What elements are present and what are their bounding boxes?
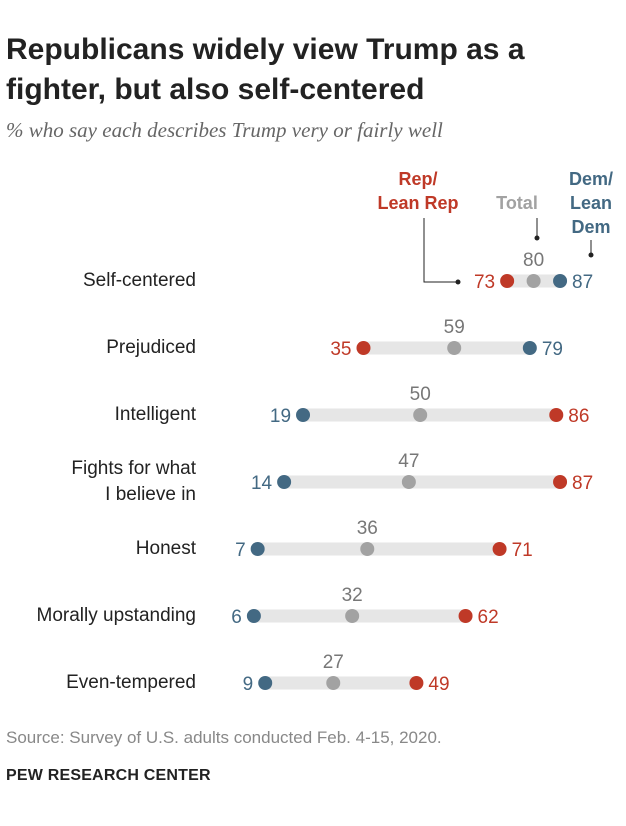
row-label: Intelligent [114,404,196,425]
dem-value-label: 79 [542,339,563,360]
dem-value-label: 7 [235,540,246,561]
total-dot [401,475,416,489]
source-note: Source: Survey of U.S. adults conducted … [6,728,442,747]
rep-dot [500,274,515,288]
chart-row: 32 62 6 [231,585,498,628]
row-label: Even-tempered [66,672,196,693]
rep-dot [409,676,424,690]
dem-dot [250,542,265,556]
dem-value-label: 14 [251,473,273,494]
legend-rep-leader [423,218,456,283]
dem-dot [277,475,292,489]
dem-dot [553,274,568,288]
dem-dot [296,408,311,422]
chart-row: 47 87 14 [251,451,593,494]
chart-row: 80 73 87 [474,250,593,293]
rep-value-label: 87 [572,473,593,494]
legend-dem-line2: Lean [570,193,612,213]
chart-row: 27 49 9 [243,652,450,695]
dem-dot [246,609,261,623]
legend-total: Total [496,193,538,213]
dem-dot [258,676,273,690]
dem-value-label: 87 [572,272,593,293]
legend-dem-line3: Dem [571,217,610,237]
total-value-label: 47 [398,451,419,472]
row-label: Prejudiced [106,337,196,358]
rep-value-label: 73 [474,272,495,293]
total-value-label: 80 [523,250,544,271]
row-label: Self-centered [82,270,196,291]
legend-rep-line1: Rep/ [398,169,437,189]
row-label: Fights for what I believe in [71,458,196,505]
legend-rep-line2: Lean Rep [377,193,458,213]
total-dot [360,542,375,556]
rep-dot [549,408,564,422]
total-value-label: 59 [444,317,465,338]
brand-logo-text: PEW RESEARCH CENTER [6,767,211,784]
total-dot [345,609,360,623]
chart-rows: 80 73 87 59 35 79 50 86 19 47 87 14 36 71 7 32 62 6 27 49 9 [231,250,593,695]
rep-dot [458,609,473,623]
rep-value-label: 71 [512,540,533,561]
total-value-label: 50 [410,384,431,405]
legend: Rep/ Lean Rep Total Dem/ Lean Dem [377,169,613,285]
dem-value-label: 6 [231,607,242,628]
legend-rep-leader-dot [455,279,461,285]
chart-title: Republicans widely view Trump as a fight… [6,33,525,106]
chart-row: 50 86 19 [270,384,590,427]
total-value-label: 27 [323,652,344,673]
total-dot [413,408,428,422]
chart-row: 36 71 7 [235,518,533,561]
rep-value-label: 35 [330,339,351,360]
rep-value-label: 49 [428,674,449,695]
total-value-label: 32 [342,585,363,606]
chart-row: 59 35 79 [330,317,563,360]
row-label: Morally upstanding [36,605,196,626]
dem-value-label: 19 [270,406,291,427]
dem-value-label: 9 [243,674,254,695]
legend-total-leader-dot [534,235,540,241]
legend-dem-leader-dot [588,252,594,258]
dot-range-chart: Rep/ Lean Rep Total Dem/ Lean Dem 80 73 87… [231,169,613,695]
rep-dot [553,475,568,489]
total-value-label: 36 [357,518,378,539]
total-dot [526,274,541,288]
rep-dot [356,341,371,355]
chart-subtitle: % who say each describes Trump very or f… [6,118,443,142]
dem-dot [522,341,537,355]
total-dot [447,341,462,355]
total-dot [326,676,341,690]
rep-value-label: 62 [478,607,499,628]
row-label: Honest [135,538,196,559]
legend-dem-line1: Dem/ [569,169,613,189]
rep-value-label: 86 [568,406,589,427]
rep-dot [492,542,507,556]
